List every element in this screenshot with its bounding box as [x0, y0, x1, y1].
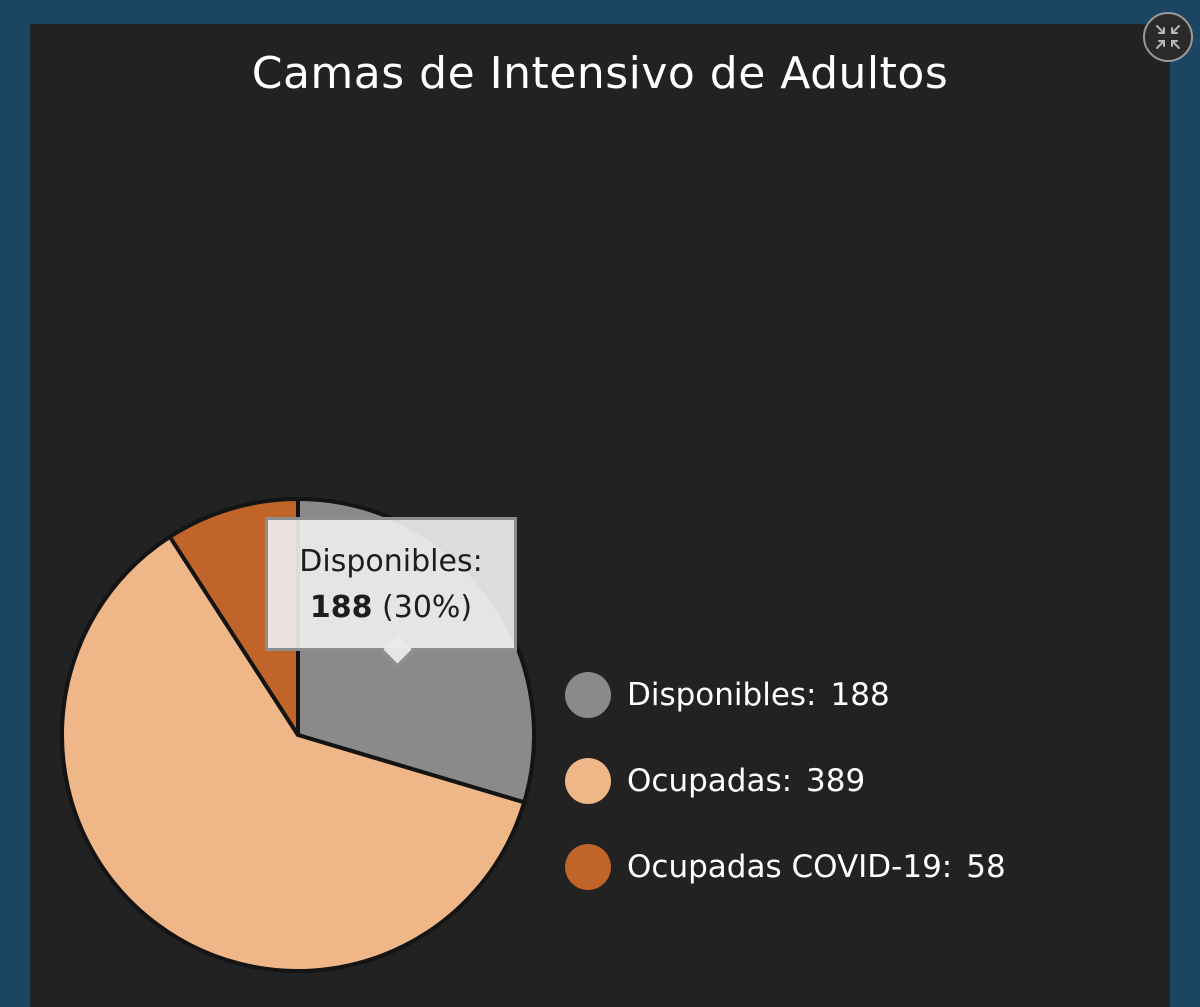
- slice-tooltip: Disponibles: 188 (30%): [265, 517, 517, 651]
- pie-slice-ocupadas[interactable]: [60, 534, 527, 973]
- minimize-icon: [1156, 25, 1180, 49]
- legend-value: 58: [966, 849, 1006, 885]
- legend-label: Ocupadas COVID-19:: [627, 849, 953, 885]
- tooltip-value: 188: [309, 590, 373, 625]
- legend-item-disponibles[interactable]: Disponibles: 188: [565, 652, 1006, 738]
- legend-label: Ocupadas:: [627, 763, 793, 799]
- minimize-button[interactable]: [1143, 12, 1193, 62]
- chart-title: Camas de Intensivo de Adultos: [251, 48, 949, 99]
- legend-item-ocupadas-covid[interactable]: Ocupadas COVID-19: 58: [565, 824, 1006, 910]
- legend-value: 389: [806, 763, 866, 799]
- legend-value: 188: [830, 677, 890, 713]
- legend-swatch: [565, 844, 611, 890]
- chart-legend: Disponibles: 188 Ocupadas: 389 Ocupadas CO…: [565, 652, 1006, 910]
- tooltip-percent: (30%): [382, 590, 473, 625]
- legend-swatch: [565, 672, 611, 718]
- legend-label: Disponibles:: [627, 677, 817, 713]
- tooltip-label: Disponibles:: [299, 544, 483, 579]
- legend-swatch: [565, 758, 611, 804]
- legend-item-ocupadas[interactable]: Ocupadas: 389: [565, 738, 1006, 824]
